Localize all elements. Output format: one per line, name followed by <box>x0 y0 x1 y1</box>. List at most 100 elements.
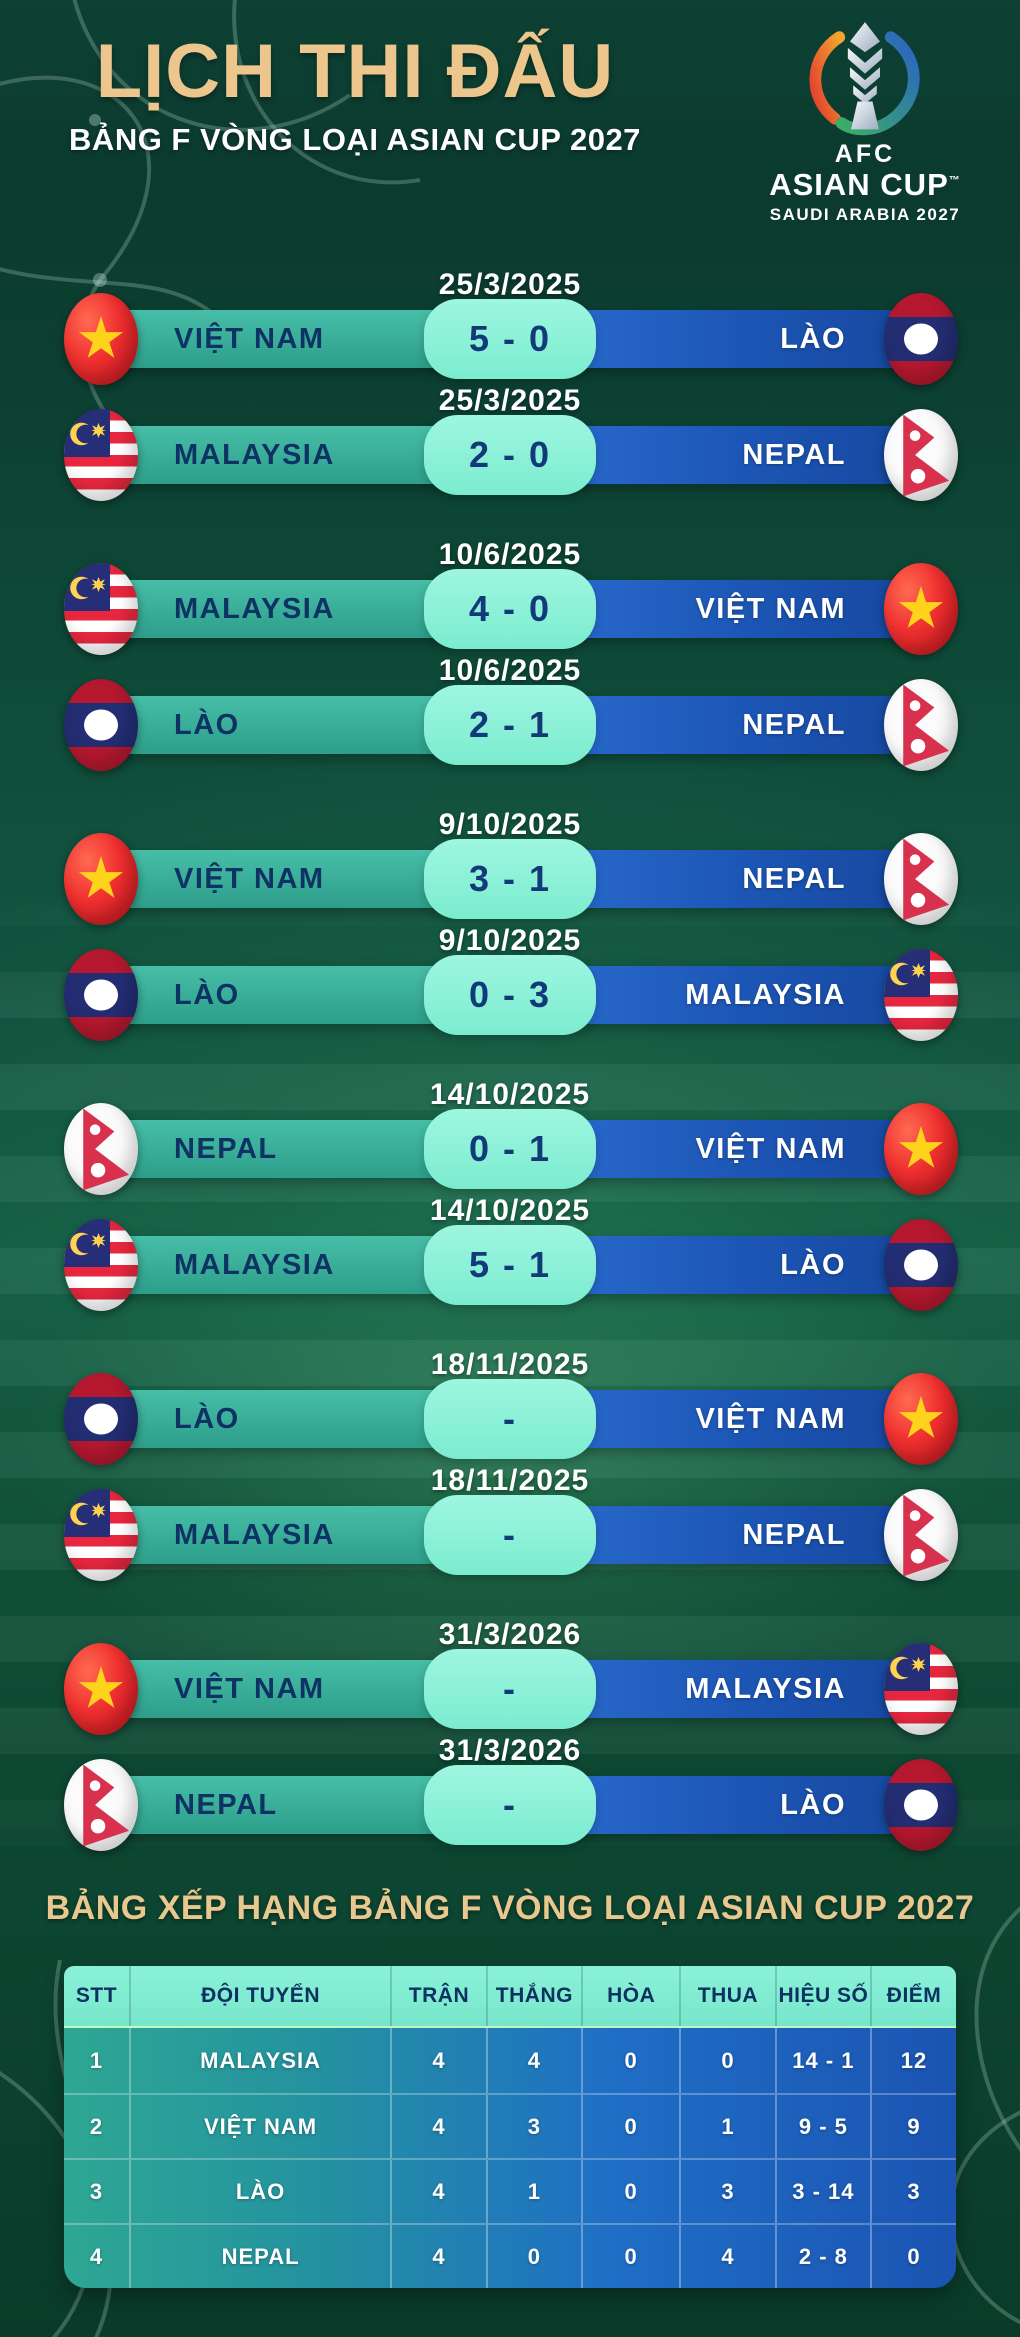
home-flag-icon <box>64 679 138 771</box>
fixture: 10/6/2025 LÀO NEPAL 2 - 1 <box>0 654 1020 771</box>
home-flag-icon <box>64 1373 138 1465</box>
away-team-name: NEPAL <box>742 1518 846 1551</box>
fixture: 25/3/2025 VIỆT NAM LÀO 5 - 0 <box>0 268 1020 385</box>
match-date: 18/11/2025 <box>430 1464 590 1497</box>
home-flag-icon <box>64 833 138 925</box>
match-date: 9/10/2025 <box>438 924 582 957</box>
home-team-name: MALAYSIA <box>174 592 335 625</box>
match-date: 25/3/2025 <box>438 384 582 417</box>
column-header: HÒA <box>583 1966 682 2026</box>
away-flag-icon <box>884 679 958 771</box>
away-team-name: VIỆT NAM <box>695 592 846 625</box>
home-flag-icon <box>64 563 138 655</box>
column-header: HIỆU SỐ <box>777 1966 873 2026</box>
fixture: 14/10/2025 NEPAL VIỆT NAM 0 - 1 <box>0 1078 1020 1195</box>
match-date: 14/10/2025 <box>429 1194 591 1227</box>
fixture: 9/10/2025 LÀO MALAYSIA 0 - 3 <box>0 924 1020 1041</box>
away-flag-icon <box>884 1489 958 1581</box>
table-row: 2 VIỆT NAM 4 3 0 1 9 - 5 9 <box>64 2093 956 2158</box>
home-team-name: VIỆT NAM <box>174 322 325 355</box>
won-cell: 1 <box>488 2160 584 2223</box>
home-flag-icon <box>64 1643 138 1735</box>
away-team-name: NEPAL <box>742 862 846 895</box>
home-team-name: LÀO <box>174 1402 240 1435</box>
match-bar: LÀO VIỆT NAM - <box>64 1373 958 1465</box>
match-date: 25/3/2025 <box>438 268 582 301</box>
table-row: 3 LÀO 4 1 0 3 3 - 14 3 <box>64 2158 956 2223</box>
away-flag-icon <box>884 1373 958 1465</box>
fixture: 14/10/2025 MALAYSIA LÀO 5 - 1 <box>0 1194 1020 1311</box>
score-pill: - <box>424 1765 596 1845</box>
rank-cell: 4 <box>64 2225 131 2288</box>
won-cell: 3 <box>488 2095 584 2158</box>
away-flag-icon <box>884 563 958 655</box>
logo-name-text: ASIAN CUP™ <box>756 167 974 202</box>
points-cell: 9 <box>907 2113 921 2139</box>
home-team-name: NEPAL <box>174 1788 278 1821</box>
played-cell: 4 <box>392 2095 488 2158</box>
match-date: 10/6/2025 <box>438 538 582 571</box>
lost-cell: 3 <box>681 2160 777 2223</box>
drawn-cell: 0 <box>583 2160 682 2223</box>
afc-asian-cup-logo: AFC ASIAN CUP™ SAUDI ARABIA 2027 <box>756 20 974 225</box>
goal-diff-cell: 9 - 5 <box>777 2095 873 2158</box>
match-bar: MALAYSIA LÀO 5 - 1 <box>64 1219 958 1311</box>
home-team-name: VIỆT NAM <box>174 1672 325 1705</box>
fixture: 25/3/2025 MALAYSIA NEPAL 2 - 0 <box>0 384 1020 501</box>
column-header: ĐỘI TUYỂN <box>131 1966 393 2026</box>
score-pill: 0 - 1 <box>424 1109 596 1189</box>
table-row: 4 NEPAL 4 0 0 4 2 - 8 0 <box>64 2223 956 2288</box>
logo-name-main: ASIAN CUP <box>769 167 949 202</box>
fixture: 18/11/2025 MALAYSIA NEPAL - <box>0 1464 1020 1581</box>
played-cell: 4 <box>392 2028 488 2093</box>
home-flag-icon <box>64 409 138 501</box>
fixture: 9/10/2025 VIỆT NAM NEPAL 3 - 1 <box>0 808 1020 925</box>
score-pill: 5 - 1 <box>424 1225 596 1305</box>
home-flag-icon <box>64 949 138 1041</box>
score-pill: 2 - 0 <box>424 415 596 495</box>
away-flag-icon <box>884 833 958 925</box>
away-team-name: MALAYSIA <box>685 1672 846 1705</box>
match-bar: VIỆT NAM NEPAL 3 - 1 <box>64 833 958 925</box>
home-flag-icon <box>64 1759 138 1851</box>
score-pill: 5 - 0 <box>424 299 596 379</box>
fixture: 18/11/2025 LÀO VIỆT NAM - <box>0 1348 1020 1465</box>
page-title: LỊCH THI ĐẤU <box>95 29 615 114</box>
away-flag-icon <box>884 1643 958 1735</box>
home-flag-icon <box>64 1489 138 1581</box>
home-flag-icon <box>64 1103 138 1195</box>
match-date: 10/6/2025 <box>438 654 582 687</box>
away-team-name: VIỆT NAM <box>695 1402 846 1435</box>
fixture: 31/3/2026 VIỆT NAM MALAYSIA - <box>0 1618 1020 1735</box>
team-cell: VIỆT NAM <box>131 2095 393 2158</box>
match-bar: VIỆT NAM MALAYSIA - <box>64 1643 958 1735</box>
content: 25/3/2025 VIỆT NAM LÀO 5 - 0 25/3/2025 M… <box>0 268 1020 2288</box>
points-cell: 12 <box>900 2047 928 2073</box>
fixture: 10/6/2025 MALAYSIA VIỆT NAM 4 - 0 <box>0 538 1020 655</box>
match-date: 14/10/2025 <box>429 1078 591 1111</box>
match-date: 18/11/2025 <box>430 1348 590 1381</box>
away-team-name: VIỆT NAM <box>695 1132 846 1165</box>
column-header: STT <box>64 1966 131 2026</box>
logo-host-text: SAUDI ARABIA 2027 <box>769 204 961 224</box>
home-team-name: LÀO <box>174 978 240 1011</box>
away-team-name: LÀO <box>780 1248 846 1281</box>
points-cell: 3 <box>907 2178 921 2204</box>
lost-cell: 4 <box>681 2225 777 2288</box>
points-cell: 0 <box>907 2243 921 2269</box>
home-team-name: NEPAL <box>174 1132 278 1165</box>
match-date: 31/3/2026 <box>438 1734 582 1767</box>
goal-diff-cell: 14 - 1 <box>777 2028 873 2093</box>
team-cell: NEPAL <box>131 2225 393 2288</box>
home-team-name: MALAYSIA <box>174 1248 335 1281</box>
away-flag-icon <box>884 1759 958 1851</box>
drawn-cell: 0 <box>583 2028 682 2093</box>
score-pill: 2 - 1 <box>424 685 596 765</box>
column-header: THẮNG <box>488 1966 584 2026</box>
standings-title: BẢNG XẾP HẠNG BẢNG F VÒNG LOẠI ASIAN CUP… <box>45 1889 975 1927</box>
drawn-cell: 0 <box>583 2225 682 2288</box>
column-header: TRẬN <box>392 1966 488 2026</box>
match-bar: NEPAL LÀO - <box>64 1759 958 1851</box>
away-flag-icon <box>884 1103 958 1195</box>
page-subtitle: BẢNG F VÒNG LOẠI ASIAN CUP 2027 <box>69 122 641 157</box>
